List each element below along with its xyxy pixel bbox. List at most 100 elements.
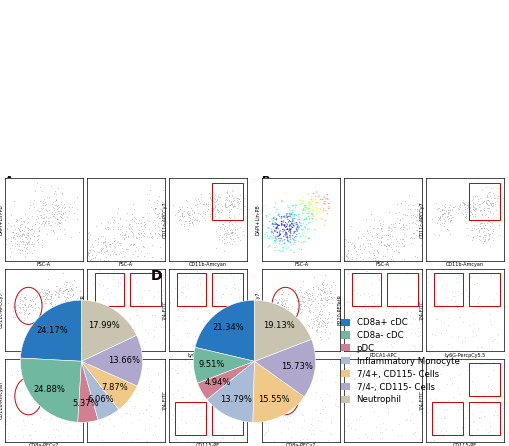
Point bbox=[268, 229, 276, 236]
Point bbox=[290, 236, 298, 244]
Point bbox=[487, 200, 495, 207]
Point bbox=[304, 313, 313, 320]
Point bbox=[17, 246, 25, 253]
Point bbox=[416, 212, 424, 219]
Point bbox=[359, 374, 367, 381]
Point bbox=[64, 431, 72, 438]
Point bbox=[201, 388, 209, 396]
Point bbox=[14, 367, 22, 374]
Point bbox=[287, 223, 295, 230]
Point bbox=[309, 320, 317, 327]
Point bbox=[344, 391, 352, 398]
Point bbox=[466, 201, 474, 208]
Point bbox=[378, 260, 386, 267]
Point bbox=[286, 217, 294, 224]
Point bbox=[304, 210, 313, 217]
Point bbox=[272, 296, 280, 303]
Point bbox=[278, 241, 286, 248]
Point bbox=[404, 206, 412, 213]
Point bbox=[106, 252, 114, 259]
Point bbox=[468, 211, 476, 218]
X-axis label: Ly6G-PercpCy5.5: Ly6G-PercpCy5.5 bbox=[444, 352, 486, 358]
Point bbox=[225, 197, 233, 204]
Point bbox=[289, 235, 297, 242]
Point bbox=[271, 238, 279, 245]
Point bbox=[190, 216, 198, 223]
Point bbox=[16, 296, 24, 303]
Point bbox=[66, 282, 74, 289]
Point bbox=[312, 388, 320, 396]
Point bbox=[87, 262, 95, 269]
Point bbox=[58, 200, 66, 207]
Point bbox=[33, 213, 41, 220]
Point bbox=[443, 225, 451, 232]
Point bbox=[280, 240, 288, 247]
Point bbox=[494, 202, 502, 209]
Point bbox=[312, 313, 320, 320]
Point bbox=[496, 293, 504, 300]
Point bbox=[383, 236, 391, 243]
Point bbox=[477, 225, 486, 232]
Point bbox=[361, 307, 369, 314]
Point bbox=[230, 273, 238, 281]
Point bbox=[304, 384, 313, 391]
Point bbox=[363, 230, 372, 237]
Point bbox=[17, 291, 25, 298]
Point bbox=[28, 240, 36, 247]
Point bbox=[67, 285, 75, 293]
Point bbox=[473, 199, 481, 206]
Point bbox=[105, 312, 114, 319]
Point bbox=[54, 290, 62, 297]
Point bbox=[312, 216, 320, 223]
Point bbox=[370, 250, 378, 257]
Point bbox=[86, 275, 94, 282]
Point bbox=[188, 393, 196, 400]
Point bbox=[184, 208, 192, 215]
Point bbox=[316, 209, 324, 216]
Point bbox=[392, 243, 400, 250]
Point bbox=[173, 437, 181, 444]
Point bbox=[193, 216, 201, 223]
Point bbox=[234, 217, 242, 224]
Point bbox=[401, 212, 409, 219]
Point bbox=[273, 305, 281, 312]
Point bbox=[185, 390, 193, 397]
Point bbox=[73, 194, 81, 201]
Point bbox=[392, 200, 401, 207]
Point bbox=[142, 438, 150, 445]
Point bbox=[344, 247, 352, 254]
Point bbox=[140, 244, 149, 251]
Point bbox=[292, 291, 300, 298]
Point bbox=[37, 204, 45, 211]
Point bbox=[312, 321, 320, 328]
Point bbox=[296, 201, 304, 208]
Point bbox=[297, 233, 305, 240]
Point bbox=[236, 210, 244, 217]
Point bbox=[347, 314, 355, 322]
Point bbox=[202, 431, 210, 438]
Point bbox=[108, 213, 116, 220]
Point bbox=[488, 202, 496, 210]
Point bbox=[20, 234, 29, 241]
Point bbox=[345, 254, 353, 261]
Point bbox=[178, 342, 186, 349]
Point bbox=[199, 200, 207, 207]
Point bbox=[73, 433, 81, 440]
Point bbox=[439, 432, 447, 439]
Point bbox=[308, 215, 316, 222]
Point bbox=[97, 238, 105, 245]
Point bbox=[465, 193, 473, 200]
Point bbox=[309, 284, 317, 291]
Point bbox=[233, 204, 241, 211]
Point bbox=[308, 422, 316, 429]
Point bbox=[99, 232, 107, 240]
Point bbox=[256, 219, 264, 226]
Point bbox=[382, 385, 390, 392]
Point bbox=[410, 342, 418, 349]
Point bbox=[178, 393, 186, 401]
Point bbox=[436, 207, 444, 215]
Point bbox=[166, 326, 175, 333]
Point bbox=[214, 208, 222, 215]
Point bbox=[273, 223, 281, 230]
Point bbox=[363, 240, 372, 247]
